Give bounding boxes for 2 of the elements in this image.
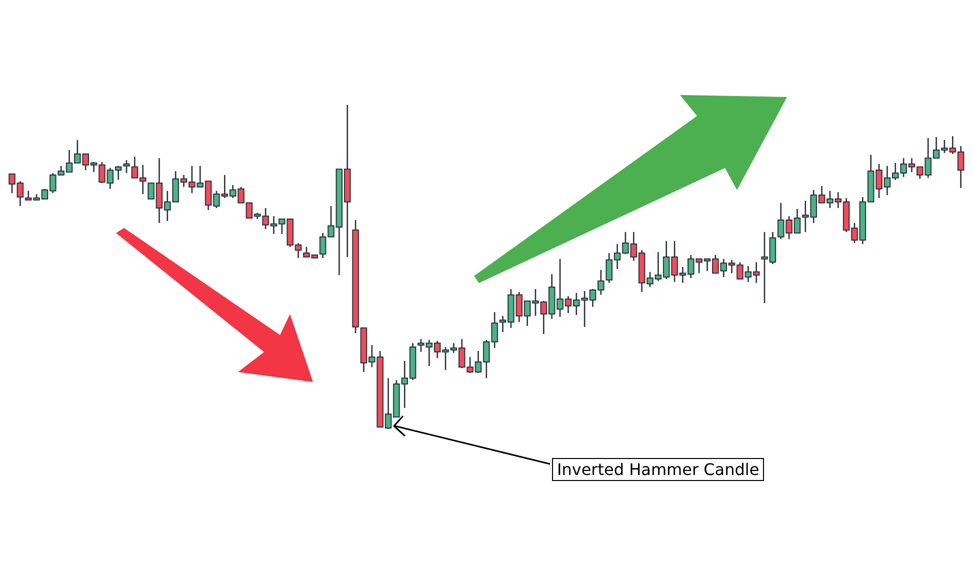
candlestick: [123, 159, 130, 174]
text: Inverted Hammer Candle: [552, 458, 764, 481]
